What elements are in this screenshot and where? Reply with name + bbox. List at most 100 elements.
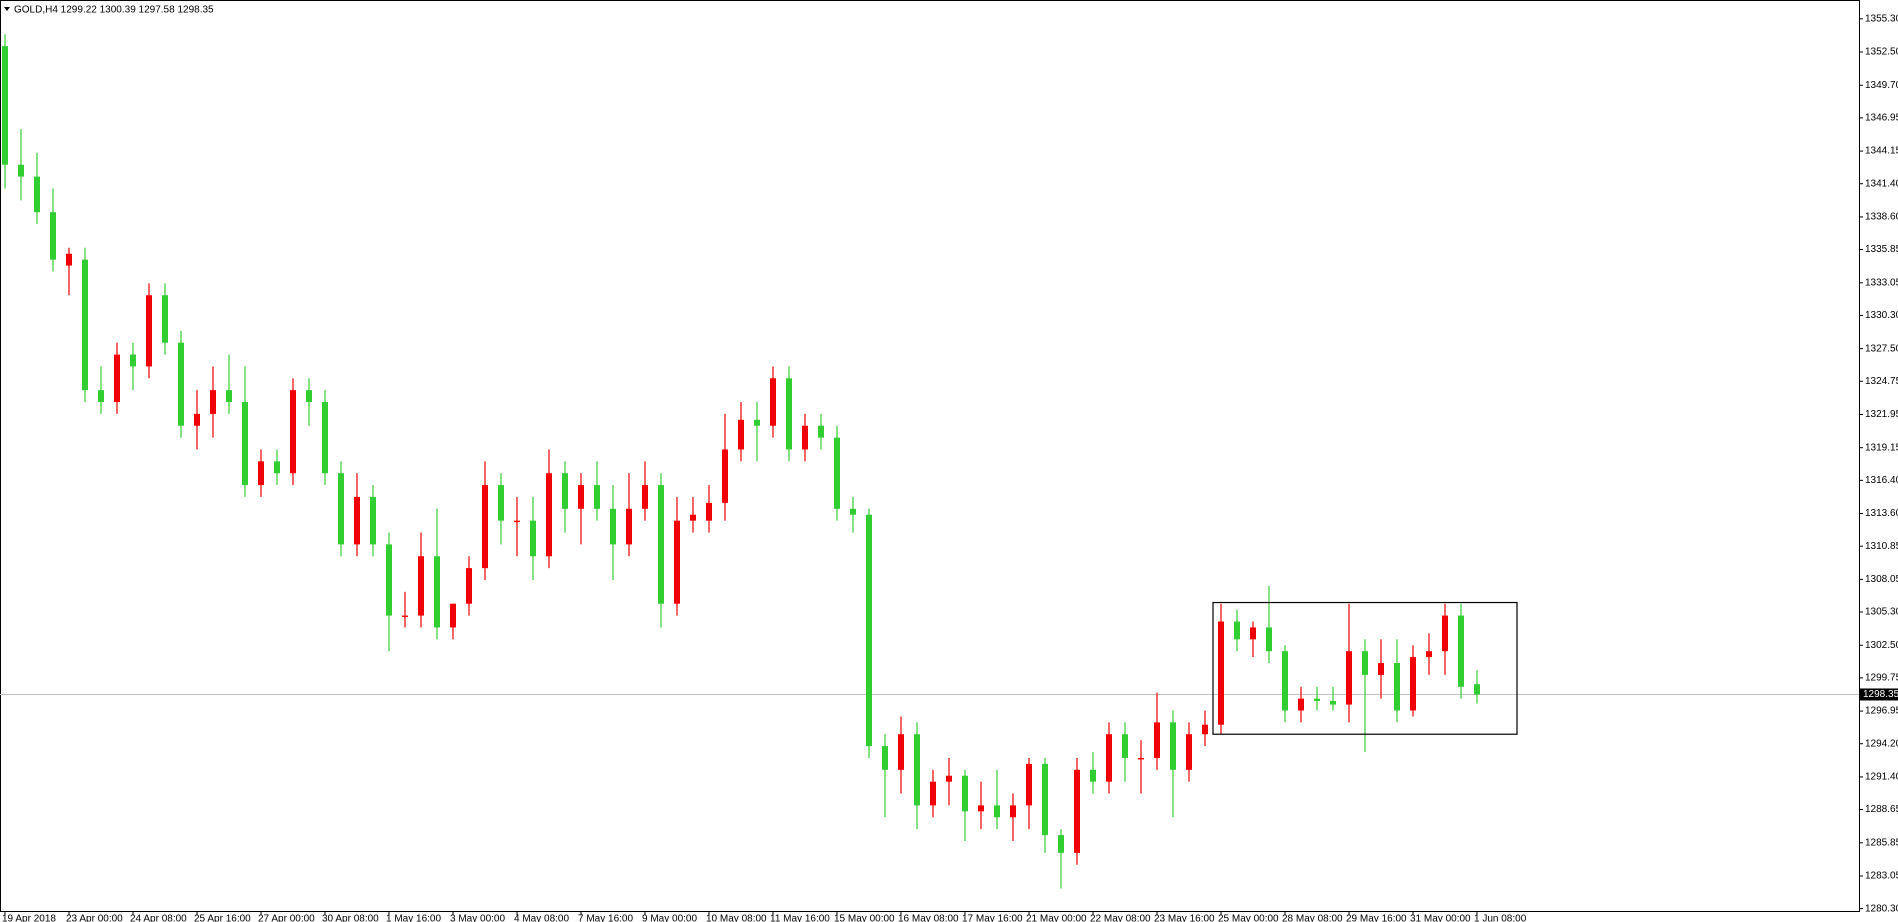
candle-body bbox=[1026, 763, 1032, 806]
y-tick-label: 1285.85 bbox=[1865, 837, 1898, 848]
last-price-box bbox=[1860, 688, 1898, 701]
candle-body bbox=[1154, 722, 1160, 758]
candle-body bbox=[130, 354, 136, 367]
x-tick-label: 1 Jun 08:00 bbox=[1474, 914, 1527, 922]
candle-body bbox=[802, 425, 808, 450]
x-tick-label: 23 Apr 00:00 bbox=[66, 914, 123, 922]
x-tick-label: 24 Apr 08:00 bbox=[130, 914, 187, 922]
y-tick-label: 1355.30 bbox=[1865, 13, 1898, 24]
y-tick-label: 1299.75 bbox=[1865, 673, 1898, 684]
y-tick-label: 1349.70 bbox=[1865, 80, 1898, 91]
y-tick-label: 1333.05 bbox=[1865, 277, 1898, 288]
y-tick-label: 1308.05 bbox=[1865, 574, 1898, 585]
chart-title: GOLD,H4 1299.22 1300.39 1297.58 1298.35 bbox=[14, 5, 214, 16]
y-tick-label: 1302.50 bbox=[1865, 640, 1898, 651]
candle-body bbox=[786, 378, 792, 450]
candle-body bbox=[210, 390, 216, 414]
y-tick-label: 1288.65 bbox=[1865, 804, 1898, 815]
candle-body bbox=[242, 402, 248, 486]
candle-body bbox=[226, 390, 232, 403]
x-tick-label: 1 May 16:00 bbox=[386, 914, 441, 922]
candle-body bbox=[82, 259, 88, 391]
x-tick-label: 4 May 08:00 bbox=[514, 914, 569, 922]
candle-body bbox=[1010, 805, 1016, 818]
y-tick-label: 1296.95 bbox=[1865, 706, 1898, 717]
candle-body bbox=[1186, 734, 1192, 770]
y-tick-label: 1305.30 bbox=[1865, 607, 1898, 618]
candle-body bbox=[546, 473, 552, 557]
y-tick-label: 1310.85 bbox=[1865, 541, 1898, 552]
range-box bbox=[1212, 601, 1518, 735]
candle-body bbox=[562, 473, 568, 509]
y-tick-label: 1344.15 bbox=[1865, 146, 1898, 157]
x-tick-label: 21 May 00:00 bbox=[1026, 914, 1087, 922]
x-tick-label: 28 May 08:00 bbox=[1282, 914, 1343, 922]
candle-body bbox=[34, 176, 40, 213]
candle-body bbox=[194, 413, 200, 426]
x-tick-label: 25 May 00:00 bbox=[1218, 914, 1279, 922]
candle-body bbox=[1362, 651, 1368, 675]
candle-body bbox=[1202, 724, 1208, 735]
candle-body bbox=[1298, 698, 1304, 711]
candle-body bbox=[946, 775, 952, 782]
candle-body bbox=[146, 295, 152, 367]
y-tick-label: 1321.95 bbox=[1865, 409, 1898, 420]
candle-body bbox=[1394, 663, 1400, 711]
candle-body bbox=[1314, 698, 1320, 701]
x-tick-label: 15 May 00:00 bbox=[834, 914, 895, 922]
candle-body bbox=[882, 746, 888, 770]
candle-body bbox=[258, 461, 264, 486]
candle-body bbox=[1138, 757, 1144, 760]
x-tick-label: 25 Apr 16:00 bbox=[194, 914, 251, 922]
candle-body bbox=[1074, 769, 1080, 853]
y-tick-label: 1313.60 bbox=[1865, 508, 1898, 519]
x-tick-label: 7 May 16:00 bbox=[578, 914, 633, 922]
candle-body bbox=[930, 781, 936, 806]
x-tick-label: 17 May 16:00 bbox=[962, 914, 1023, 922]
candle-body bbox=[1282, 651, 1288, 711]
candle-body bbox=[1042, 763, 1048, 836]
candle-body bbox=[1330, 701, 1336, 705]
candle-body bbox=[866, 514, 872, 747]
candle-body bbox=[1218, 621, 1224, 725]
candle-body bbox=[1250, 627, 1256, 640]
candle-body bbox=[626, 508, 632, 545]
candle-body bbox=[1058, 835, 1064, 853]
y-tick-label: 1324.75 bbox=[1865, 376, 1898, 387]
candle-body bbox=[162, 295, 168, 343]
candle-body bbox=[610, 508, 616, 545]
x-tick-label: 30 Apr 08:00 bbox=[322, 914, 379, 922]
candle-body bbox=[18, 164, 24, 177]
candle-body bbox=[898, 734, 904, 770]
candle-body bbox=[306, 390, 312, 403]
candle-body bbox=[2, 46, 8, 165]
menu-arrow[interactable] bbox=[4, 7, 10, 11]
candle-body bbox=[1090, 769, 1096, 782]
y-tick-label: 1330.30 bbox=[1865, 310, 1898, 321]
candle-body bbox=[658, 485, 664, 604]
candle-body bbox=[706, 502, 712, 521]
candle-body bbox=[1346, 651, 1352, 705]
candle-body bbox=[50, 212, 56, 260]
candle-body bbox=[1266, 627, 1272, 652]
candle-body bbox=[1426, 651, 1432, 658]
candle-body bbox=[322, 402, 328, 474]
x-tick-label: 10 May 08:00 bbox=[706, 914, 767, 922]
candle-body bbox=[578, 485, 584, 509]
x-tick-label: 31 May 00:00 bbox=[1410, 914, 1471, 922]
x-tick-label: 9 May 00:00 bbox=[642, 914, 697, 922]
candle-body bbox=[482, 485, 488, 569]
y-tick-label: 1335.85 bbox=[1865, 244, 1898, 255]
y-tick-label: 1338.60 bbox=[1865, 212, 1898, 223]
y-tick-label: 1291.40 bbox=[1865, 772, 1898, 783]
y-tick-label: 1316.40 bbox=[1865, 475, 1898, 486]
candle-body bbox=[1106, 734, 1112, 782]
x-tick-label: 16 May 08:00 bbox=[898, 914, 959, 922]
candle-body bbox=[354, 496, 360, 545]
y-tick-label: 1352.50 bbox=[1865, 47, 1898, 58]
candle-body bbox=[818, 425, 824, 438]
x-tick-label: 22 May 08:00 bbox=[1090, 914, 1151, 922]
y-tick-label: 1341.40 bbox=[1865, 178, 1898, 189]
candle-body bbox=[386, 544, 392, 616]
